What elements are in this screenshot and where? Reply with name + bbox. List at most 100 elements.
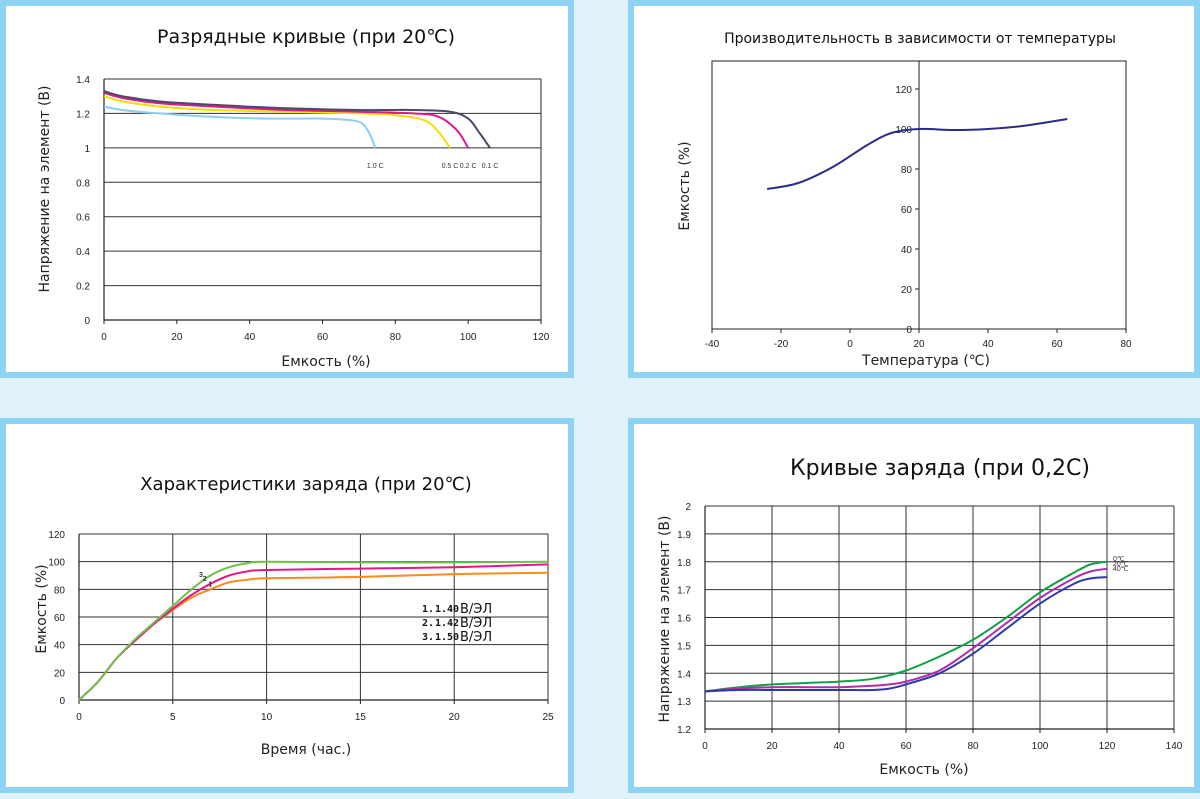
y-tick-label: 0.4 (76, 247, 90, 258)
y-axis-label: Емкость (%) (677, 141, 693, 230)
y-tick-label: 80 (901, 165, 913, 176)
y-tick-label: 60 (54, 613, 66, 624)
charge-characteristics-chart: Характеристики заряда (при 20℃)0 5 10 15 20 2… (34, 474, 554, 758)
x-tick-label: 20 (449, 712, 461, 723)
y-tick-label: 1 (84, 144, 90, 155)
series-line-2 (103, 91, 470, 149)
series-line-3 (103, 90, 491, 149)
x-tick-label: 80 (390, 332, 402, 343)
x-axis-label: Температура (℃) (861, 353, 990, 369)
x-tick-label: 5 (170, 712, 176, 723)
discharge-chart: Разрядные кривые (при 20℃) 0 20 40 60 80 100 12… (37, 26, 550, 370)
curve-marker: 3 (199, 572, 203, 579)
legend-unit: В/ЭЛ (460, 602, 492, 617)
series-label: 40℃ (1113, 566, 1129, 573)
y-tick-label: 1.8 (677, 558, 691, 569)
x-tick-label: 0 (702, 741, 708, 752)
curve-marker: 2 (203, 576, 207, 583)
y-tick-label: 120 (895, 85, 912, 96)
x-tick-label: 20 (171, 332, 183, 343)
legend-value: 1.40 (435, 604, 459, 615)
x-tick-label: 100 (460, 332, 477, 343)
y-tick-label: 20 (901, 285, 913, 296)
y-tick-label: 1.4 (677, 669, 691, 680)
y-tick-label: 0.6 (76, 213, 90, 224)
series-line-0 (103, 105, 377, 149)
y-axis-label: Напряжение на элемент (В) (37, 86, 53, 293)
discharge-chart-panel: Разрядные кривые (при 20℃) 0 20 40 60 80 100 12… (0, 0, 574, 378)
series-line-2 (704, 576, 1108, 693)
series-label: 0℃ (1113, 556, 1125, 563)
legend-value: 1.42 (435, 618, 459, 629)
y-tick-label: 1.3 (677, 697, 691, 708)
y-tick-label: 0 (906, 325, 912, 336)
y-tick-label: 1.6 (677, 614, 691, 625)
legend-number: 3. (422, 632, 434, 643)
x-tick-label: 0 (101, 332, 107, 343)
x-tick-label: 120 (533, 332, 550, 343)
x-tick-label: 80 (967, 741, 979, 752)
x-tick-label: -40 (705, 339, 720, 350)
y-tick-label: 60 (901, 205, 913, 216)
legend-unit: В/ЭЛ (460, 616, 492, 631)
chart-title: Производительность в зависимости от темп… (724, 31, 1116, 47)
x-tick-label: 40 (833, 741, 845, 752)
y-tick-label: 0 (59, 696, 65, 707)
x-tick-label: 10 (261, 712, 273, 723)
y-tick-label: 80 (54, 585, 66, 596)
x-tick-label: -20 (774, 339, 789, 350)
y-tick-label: 0.8 (76, 178, 90, 189)
series-label: 1.0 C (367, 163, 384, 170)
series-line-1 (103, 95, 451, 149)
y-tick-label: 1.2 (76, 109, 90, 120)
x-tick-label: 60 (900, 741, 912, 752)
series-label: 0.2 C (460, 163, 477, 170)
series-line-2 (78, 560, 549, 701)
series-line-0 (704, 560, 1108, 693)
y-tick-label: 1.9 (677, 530, 691, 541)
x-tick-label: 80 (1120, 339, 1132, 350)
temperature-chart-panel: Производительность в зависимости от темп… (628, 0, 1200, 378)
legend-number: 1. (422, 604, 434, 615)
series-line-1 (704, 567, 1108, 693)
x-tick-label: 60 (317, 332, 329, 343)
series-line-0 (767, 118, 1068, 190)
series-label: 20℃ (1113, 561, 1129, 568)
series-label: 0.1 C (482, 163, 499, 170)
charge-characteristics-panel: Характеристики заряда (при 20℃) 0 5 10 15 20 2… (0, 418, 574, 793)
legend-value: 1.50 (435, 632, 459, 643)
y-tick-label: 1.7 (677, 586, 691, 597)
legend-unit: В/ЭЛ (460, 630, 492, 645)
y-tick-label: 0 (84, 316, 90, 327)
x-tick-label: 25 (542, 712, 554, 723)
y-tick-label: 2 (685, 502, 691, 513)
x-tick-label: 15 (355, 712, 367, 723)
y-tick-label: 120 (48, 530, 65, 541)
y-tick-label: 1.2 (677, 725, 691, 736)
y-tick-label: 40 (901, 245, 913, 256)
y-axis-label: Емкость (%) (34, 564, 50, 653)
y-tick-label: 20 (54, 668, 66, 679)
y-tick-label: 1.4 (76, 75, 90, 86)
charge-curves-chart: Кривые заряда (при 0,2С) 0 20 40 60 80 100 120 1… (657, 456, 1183, 778)
x-axis-label: Емкость (%) (281, 354, 370, 370)
curve-marker: 1 (208, 582, 212, 589)
x-tick-label: 120 (1099, 741, 1116, 752)
legend-number: 2. (422, 618, 434, 629)
chart-title: Разрядные кривые (при 20℃) (157, 26, 455, 48)
y-axis-label: Напряжение на элемент (В) (657, 516, 673, 723)
chart-title: Кривые заряда (при 0,2С) (790, 456, 1090, 481)
y-tick-label: 40 (54, 641, 66, 652)
x-tick-label: 20 (913, 339, 925, 350)
x-tick-label: 40 (244, 332, 256, 343)
x-tick-label: 0 (76, 712, 82, 723)
x-axis-label: Время (час.) (261, 742, 351, 758)
y-tick-label: 0.2 (76, 282, 90, 293)
x-tick-label: 140 (1166, 741, 1183, 752)
y-tick-label: 100 (48, 558, 65, 569)
series-label: 0.5 C (442, 163, 459, 170)
y-tick-label: 1.5 (677, 641, 691, 652)
x-axis-label: Емкость (%) (879, 762, 968, 778)
x-tick-label: 40 (982, 339, 994, 350)
x-tick-label: 60 (1051, 339, 1063, 350)
